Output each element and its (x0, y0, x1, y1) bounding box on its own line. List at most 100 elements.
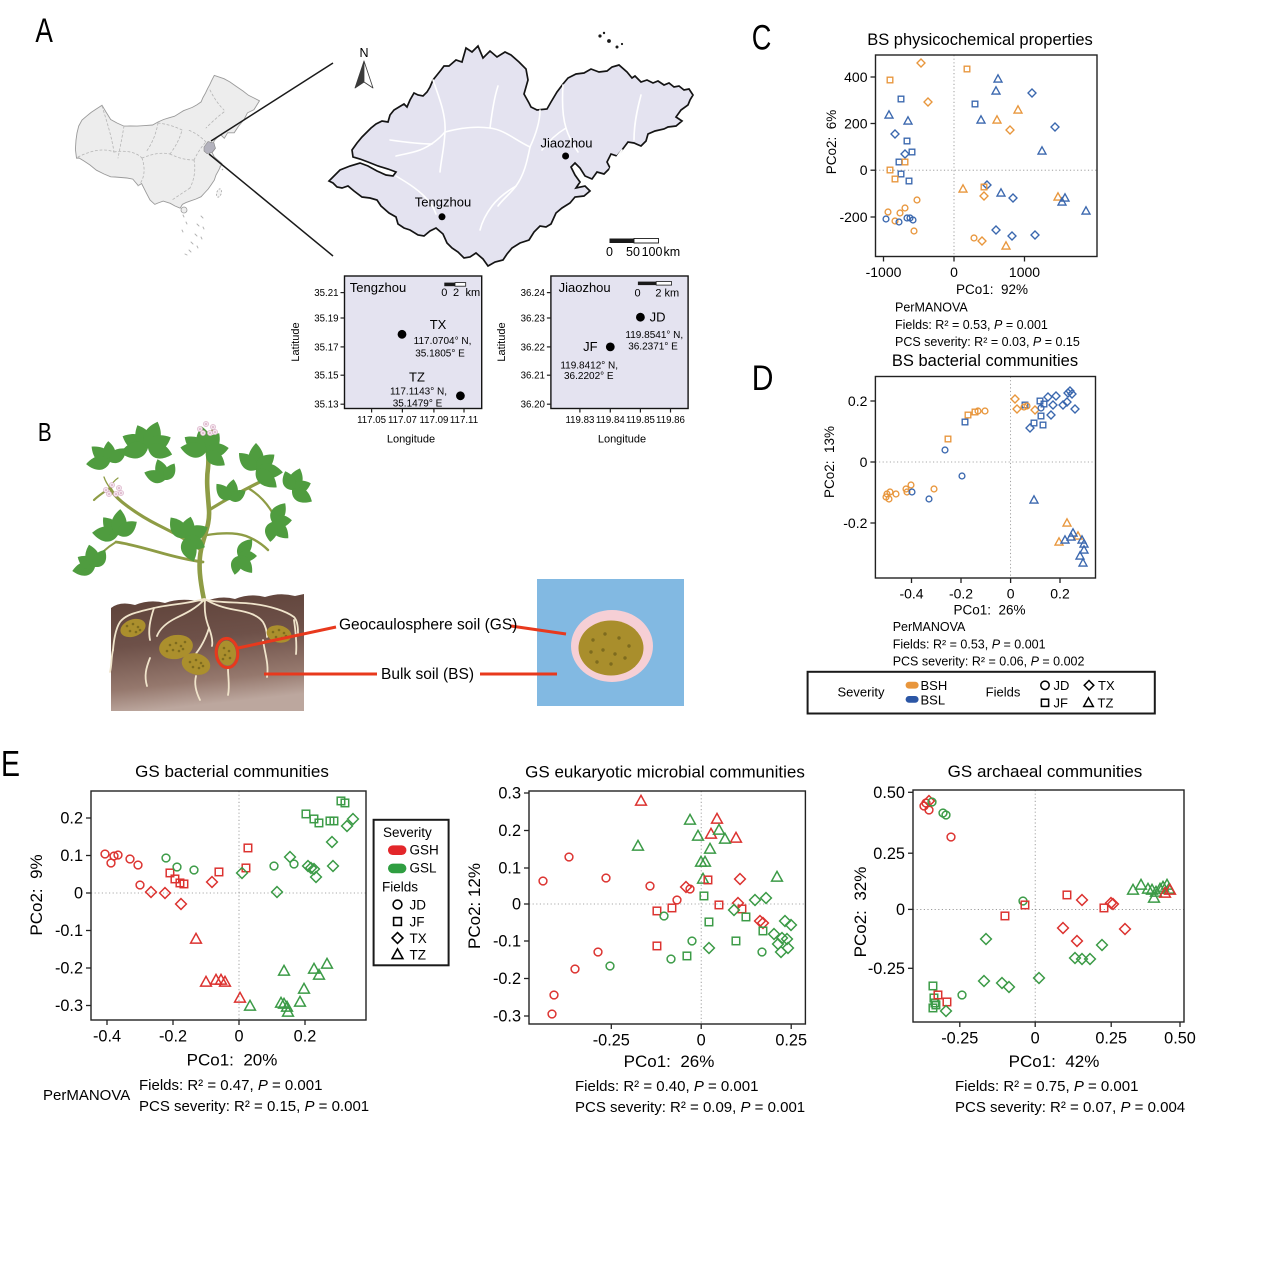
svg-text:117.09: 117.09 (419, 415, 448, 426)
svg-text:Fields: R² = 0.53, P = 0.001: Fields: R² = 0.53, P = 0.001 (893, 637, 1046, 651)
svg-text:BSL: BSL (921, 693, 946, 708)
svg-text:35.1479° E: 35.1479° E (393, 399, 443, 410)
svg-text:E: E (1, 743, 20, 784)
svg-text:-0.25: -0.25 (593, 1032, 630, 1050)
svg-text:Jiaozhou: Jiaozhou (540, 136, 592, 151)
svg-text:Fields: Fields (382, 880, 418, 895)
svg-text:Fields: R² = 0.47, P = 0.001: Fields: R² = 0.47, P = 0.001 (139, 1077, 322, 1094)
svg-text:Bulk soil (BS): Bulk soil (BS) (381, 666, 474, 683)
svg-text:0: 0 (74, 885, 83, 903)
svg-text:C: C (752, 19, 772, 58)
svg-text:-0.3: -0.3 (493, 1008, 521, 1026)
svg-text:km: km (463, 287, 481, 299)
svg-text:-0.2: -0.2 (493, 970, 521, 988)
svg-text:Fields: Fields (986, 685, 1021, 700)
svg-text:BS physicochemical properties: BS physicochemical properties (867, 31, 1093, 49)
svg-text:PCo1: 92%: PCo1: 92% (956, 282, 1028, 297)
svg-text:0.50: 0.50 (1164, 1030, 1196, 1048)
svg-text:0.25: 0.25 (873, 845, 905, 863)
svg-text:TZ: TZ (1098, 696, 1114, 711)
svg-text:PCS severity: R² = 0.15, P = 0: PCS severity: R² = 0.15, P = 0.001 (139, 1098, 369, 1115)
svg-text:PCo2: 12%: PCo2: 12% (465, 863, 484, 949)
svg-text:Fields: R² = 0.40, P = 0.001: Fields: R² = 0.40, P = 0.001 (575, 1078, 758, 1095)
svg-text:117.05: 117.05 (357, 415, 386, 426)
svg-text:35.21: 35.21 (314, 288, 338, 299)
svg-text:PCo2: 13%: PCo2: 13% (822, 426, 837, 498)
svg-text:1000: 1000 (1009, 264, 1040, 280)
svg-text:35.19: 35.19 (314, 314, 338, 325)
svg-text:Tengzhou: Tengzhou (350, 280, 406, 295)
svg-text:Tengzhou: Tengzhou (415, 195, 471, 210)
svg-text:-0.1: -0.1 (493, 933, 521, 951)
svg-text:D: D (752, 359, 774, 398)
svg-text:0: 0 (234, 1028, 243, 1046)
svg-text:JF: JF (583, 339, 598, 354)
svg-text:119.85: 119.85 (626, 415, 655, 426)
svg-text:0: 0 (1031, 1030, 1040, 1048)
svg-text:GS archaeal communities: GS archaeal communities (948, 762, 1143, 781)
svg-text:36.22: 36.22 (521, 342, 545, 353)
svg-text:0.1: 0.1 (498, 860, 521, 878)
svg-text:0.50: 0.50 (873, 784, 905, 802)
svg-text:PCo1: 42%: PCo1: 42% (1009, 1052, 1100, 1071)
svg-text:0.25: 0.25 (775, 1032, 807, 1050)
svg-text:PCo2: 9%: PCo2: 9% (27, 854, 46, 935)
svg-text:JD: JD (650, 310, 666, 325)
svg-text:GSL: GSL (410, 860, 438, 875)
svg-text:36.2371° E: 36.2371° E (628, 342, 678, 353)
svg-text:PCo1: 26%: PCo1: 26% (624, 1052, 715, 1071)
svg-text:GS bacterial communities: GS bacterial communities (135, 762, 329, 781)
svg-text:N: N (359, 46, 368, 60)
svg-text:GSH: GSH (410, 843, 439, 858)
svg-text:PerMANOVA: PerMANOVA (893, 620, 966, 634)
svg-text:TX: TX (410, 931, 427, 946)
svg-text:GS eukaryotic microbial commun: GS eukaryotic microbial communities (525, 763, 805, 782)
svg-text:0: 0 (512, 896, 521, 914)
svg-text:JF: JF (410, 915, 425, 930)
svg-text:117.11: 117.11 (450, 415, 478, 426)
svg-text:Longitude: Longitude (387, 434, 435, 446)
svg-text:-0.1: -0.1 (55, 922, 83, 940)
svg-text:PCo1: 20%: PCo1: 20% (187, 1051, 278, 1070)
svg-text:0: 0 (950, 264, 958, 280)
svg-text:119.83: 119.83 (565, 415, 594, 426)
svg-text:0.3: 0.3 (498, 785, 521, 803)
svg-text:-0.2: -0.2 (55, 960, 83, 978)
svg-text:km: km (664, 245, 681, 259)
svg-text:TZ: TZ (410, 948, 427, 963)
svg-text:BSH: BSH (921, 678, 948, 693)
svg-text:Longitude: Longitude (598, 434, 646, 446)
svg-text:2: 2 (655, 288, 661, 300)
svg-text:Geocaulosphere soil (GS): Geocaulosphere soil (GS) (339, 617, 517, 634)
svg-text:0.2: 0.2 (1050, 586, 1070, 602)
svg-text:-200: -200 (839, 209, 867, 225)
svg-text:PCS severity: R² = 0.09, P = 0: PCS severity: R² = 0.09, P = 0.001 (575, 1099, 805, 1116)
svg-text:TZ: TZ (409, 370, 425, 385)
svg-text:TX: TX (430, 317, 447, 332)
svg-text:PerMANOVA: PerMANOVA (895, 301, 968, 315)
svg-text:-0.3: -0.3 (55, 997, 83, 1015)
svg-text:-0.2: -0.2 (843, 515, 867, 531)
svg-text:PCo2: 32%: PCo2: 32% (851, 867, 870, 958)
svg-text:36.2202° E: 36.2202° E (564, 371, 614, 382)
svg-text:BS bacterial communities: BS bacterial communities (892, 352, 1078, 370)
svg-text:119.86: 119.86 (656, 415, 685, 426)
svg-text:36.23: 36.23 (521, 314, 545, 325)
svg-text:PCo2: 6%: PCo2: 6% (824, 110, 839, 175)
svg-text:-0.2: -0.2 (159, 1028, 187, 1046)
svg-text:35.17: 35.17 (314, 342, 338, 353)
svg-text:A: A (35, 12, 53, 50)
svg-text:100: 100 (642, 245, 663, 259)
svg-text:35.13: 35.13 (314, 400, 338, 411)
svg-text:36.21: 36.21 (521, 371, 545, 382)
svg-text:Fields: R² = 0.53, P = 0.001: Fields: R² = 0.53, P = 0.001 (895, 318, 1048, 332)
svg-text:36.20: 36.20 (521, 400, 546, 411)
svg-text:0: 0 (860, 454, 868, 470)
svg-text:-0.25: -0.25 (941, 1030, 978, 1048)
svg-text:PCS severity: R² = 0.06, P = 0: PCS severity: R² = 0.06, P = 0.002 (893, 655, 1085, 669)
svg-text:-0.25: -0.25 (868, 960, 905, 978)
svg-text:0: 0 (606, 245, 613, 259)
svg-text:JD: JD (410, 898, 427, 913)
svg-text:50: 50 (626, 245, 640, 259)
svg-text:0: 0 (441, 287, 447, 299)
